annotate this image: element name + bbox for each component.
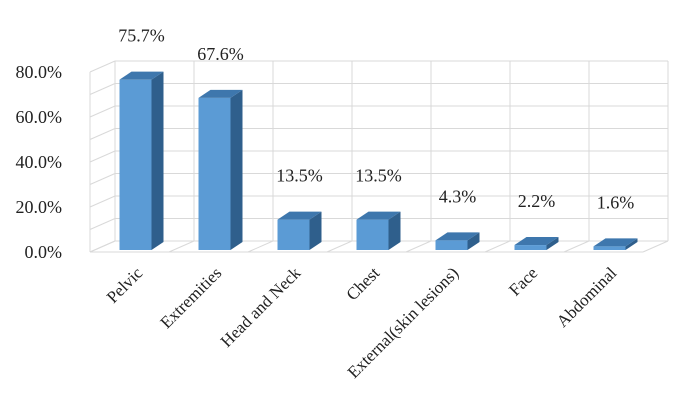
gridline-side	[89, 218, 116, 230]
floor-line	[168, 240, 195, 253]
gridline-side	[89, 60, 116, 73]
floor-line	[642, 240, 669, 253]
bar-side	[230, 89, 243, 251]
bar-side	[388, 211, 401, 250]
gridline-side	[89, 105, 116, 118]
bar	[514, 237, 559, 250]
gridline-side	[89, 173, 116, 185]
category-label: Extremities	[156, 263, 225, 332]
bar-front	[435, 240, 468, 250]
bar	[119, 71, 164, 250]
bar-top	[277, 211, 322, 220]
y-tick-label: 60.0%	[16, 107, 63, 127]
bar-top	[593, 238, 638, 247]
y-tick-label: 80.0%	[16, 62, 63, 82]
data-label: 1.6%	[597, 192, 635, 212]
floor-line	[405, 240, 432, 253]
bar-front	[514, 245, 547, 250]
category-label: Abdominal	[553, 263, 621, 331]
bar	[356, 211, 401, 250]
y-tick-label: 40.0%	[16, 152, 63, 172]
category-label: Chest	[343, 263, 384, 304]
bar-side	[309, 211, 322, 250]
bar-top	[119, 71, 164, 80]
data-label: 13.5%	[355, 166, 402, 186]
bar-front	[119, 79, 152, 250]
data-labels: 75.7% 67.6% 13.5% 13.5% 4.3% 2.2% 1.6%	[118, 26, 634, 213]
gridline-side	[89, 150, 116, 163]
bar-front	[356, 219, 389, 250]
bar-front	[277, 219, 310, 250]
bar-top	[198, 89, 243, 98]
data-label: 2.2%	[518, 191, 556, 211]
bar-side	[467, 232, 480, 250]
floor-line	[89, 240, 116, 253]
bar	[277, 211, 322, 250]
category-label: Pelvic	[103, 263, 147, 307]
y-axis-ticks: 0.0% 20.0% 40.0% 60.0% 80.0%	[16, 62, 63, 262]
bar-top	[435, 232, 480, 241]
bar-front	[593, 246, 626, 250]
bar-front	[198, 97, 231, 251]
bars	[119, 71, 638, 251]
bar-side	[546, 237, 559, 250]
floor-line	[484, 240, 511, 253]
bar	[593, 238, 638, 250]
bar-side	[151, 71, 164, 250]
data-label: 13.5%	[276, 166, 323, 186]
gridline-side	[89, 83, 116, 95]
gridline-side	[89, 195, 116, 208]
floor-line	[563, 240, 590, 253]
bar-top	[356, 211, 401, 220]
data-label: 75.7%	[118, 26, 165, 46]
category-label: Head and Neck	[217, 263, 305, 351]
y-tick-label: 20.0%	[16, 197, 63, 217]
category-label: Face	[505, 263, 541, 299]
data-label: 4.3%	[439, 186, 477, 206]
floor-line	[247, 240, 274, 253]
y-tick-label: 0.0%	[25, 242, 63, 262]
bar-side	[625, 238, 638, 250]
floor-line	[326, 240, 353, 253]
bar	[435, 232, 480, 250]
bar	[198, 89, 243, 251]
gridline-side	[89, 128, 116, 140]
bar-top	[514, 237, 559, 246]
data-label: 67.6%	[197, 44, 244, 64]
